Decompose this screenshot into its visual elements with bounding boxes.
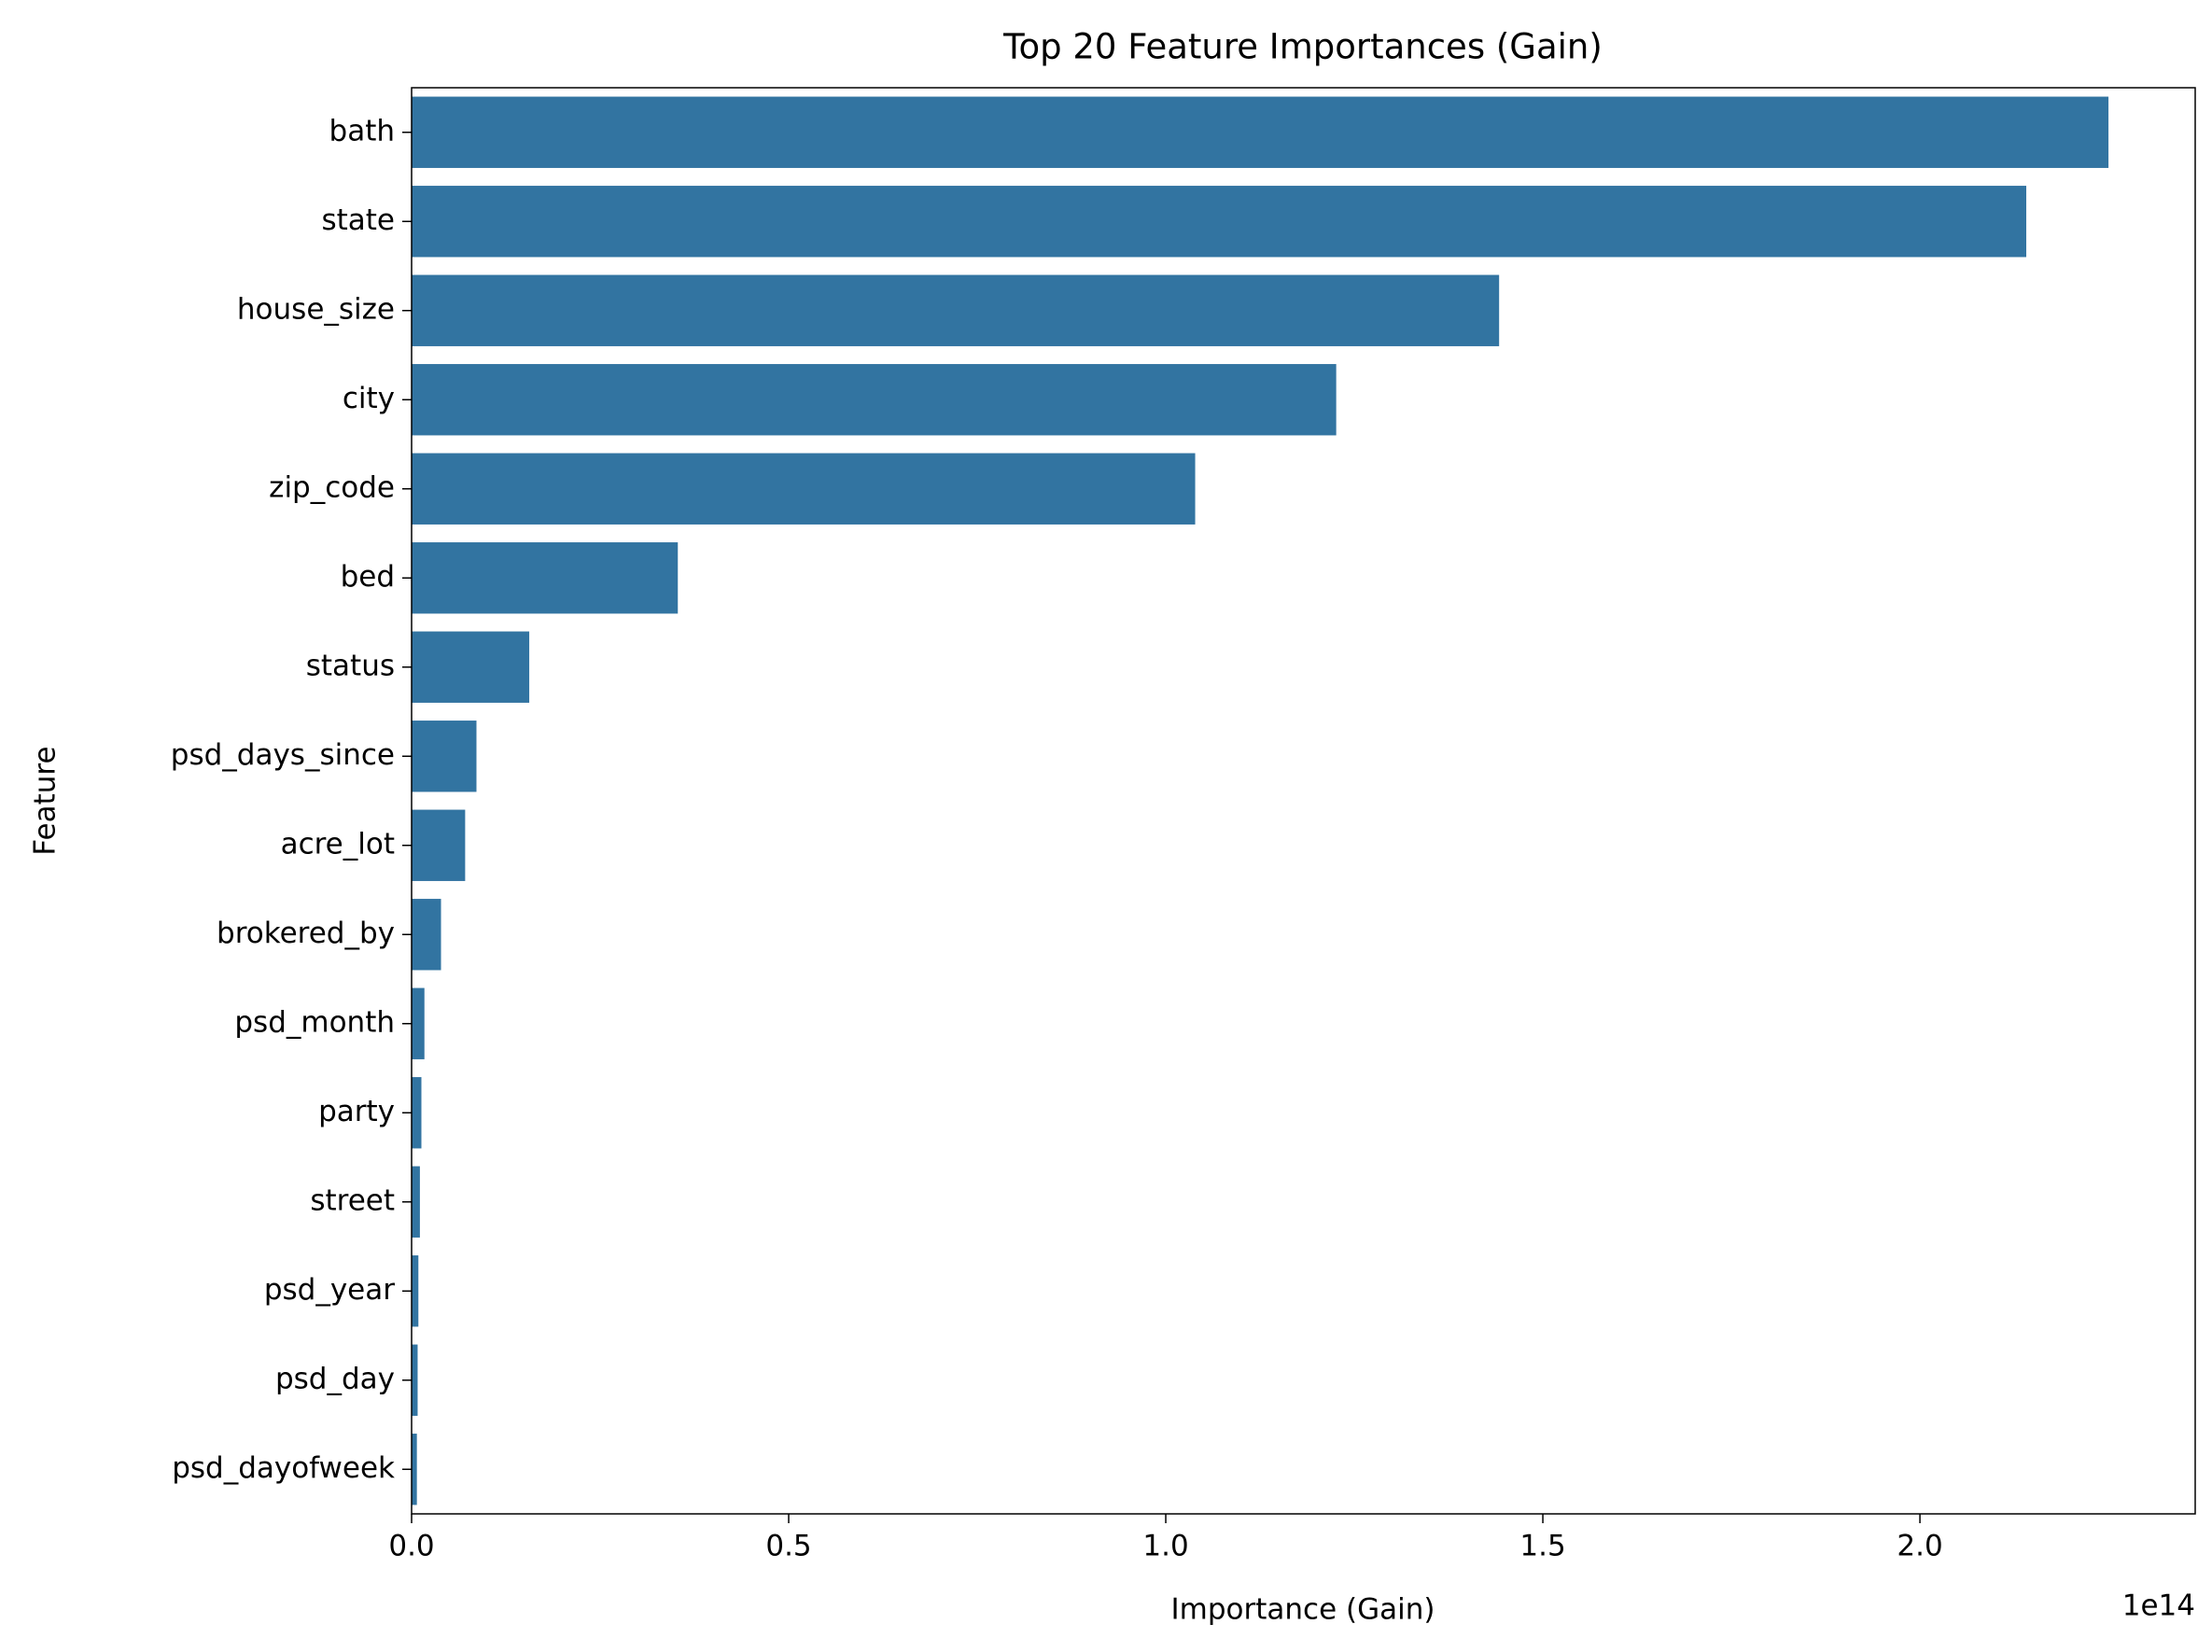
bar <box>412 809 466 881</box>
y-tick-label: psd_month <box>234 1005 395 1039</box>
bar <box>412 899 441 971</box>
x-tick-label: 1.5 <box>1519 1530 1565 1563</box>
bar <box>412 987 425 1059</box>
bar <box>412 96 2109 168</box>
x-tick-label: 0.0 <box>388 1530 434 1563</box>
bar <box>412 1255 419 1327</box>
bar <box>412 186 2027 258</box>
bar <box>412 631 530 703</box>
y-tick-label: acre_lot <box>281 827 395 861</box>
y-tick-label: psd_days_since <box>171 738 395 772</box>
y-tick-label: city <box>343 382 395 415</box>
plot-frame <box>411 87 2196 1515</box>
y-tick-label: house_size <box>237 292 395 326</box>
y-tick-label: psd_dayofweek <box>172 1451 395 1485</box>
bar <box>412 1166 420 1238</box>
y-tick-label: status <box>306 649 395 682</box>
bar <box>412 1434 417 1505</box>
bar <box>412 364 1337 436</box>
chart-title: Top 20 Feature Importances (Gain) <box>1002 27 1603 67</box>
y-tick-label: zip_code <box>269 470 395 504</box>
x-tick-label: 0.5 <box>765 1530 811 1563</box>
y-tick-label: brokered_by <box>217 917 395 950</box>
y-tick-label: psd_day <box>275 1362 395 1395</box>
y-axis-label: Feature <box>29 746 63 855</box>
bar <box>412 1344 418 1416</box>
bar <box>412 1077 422 1149</box>
x-tick-label: 2.0 <box>1897 1530 1942 1563</box>
bar <box>412 542 679 614</box>
bar <box>412 721 477 792</box>
x-offset-label: 1e14 <box>2122 1589 2195 1623</box>
x-tick-label: 1.0 <box>1142 1530 1188 1563</box>
x-axis-label: Importance (Gain) <box>1171 1593 1435 1627</box>
y-tick-label: psd_year <box>264 1273 395 1307</box>
y-tick-label: party <box>318 1095 395 1128</box>
bar <box>412 274 1500 346</box>
y-tick-label: street <box>310 1183 395 1217</box>
y-tick-label: state <box>321 203 395 237</box>
y-tick-label: bed <box>341 560 395 594</box>
bar <box>412 453 1196 525</box>
y-tick-label: bath <box>329 114 395 147</box>
